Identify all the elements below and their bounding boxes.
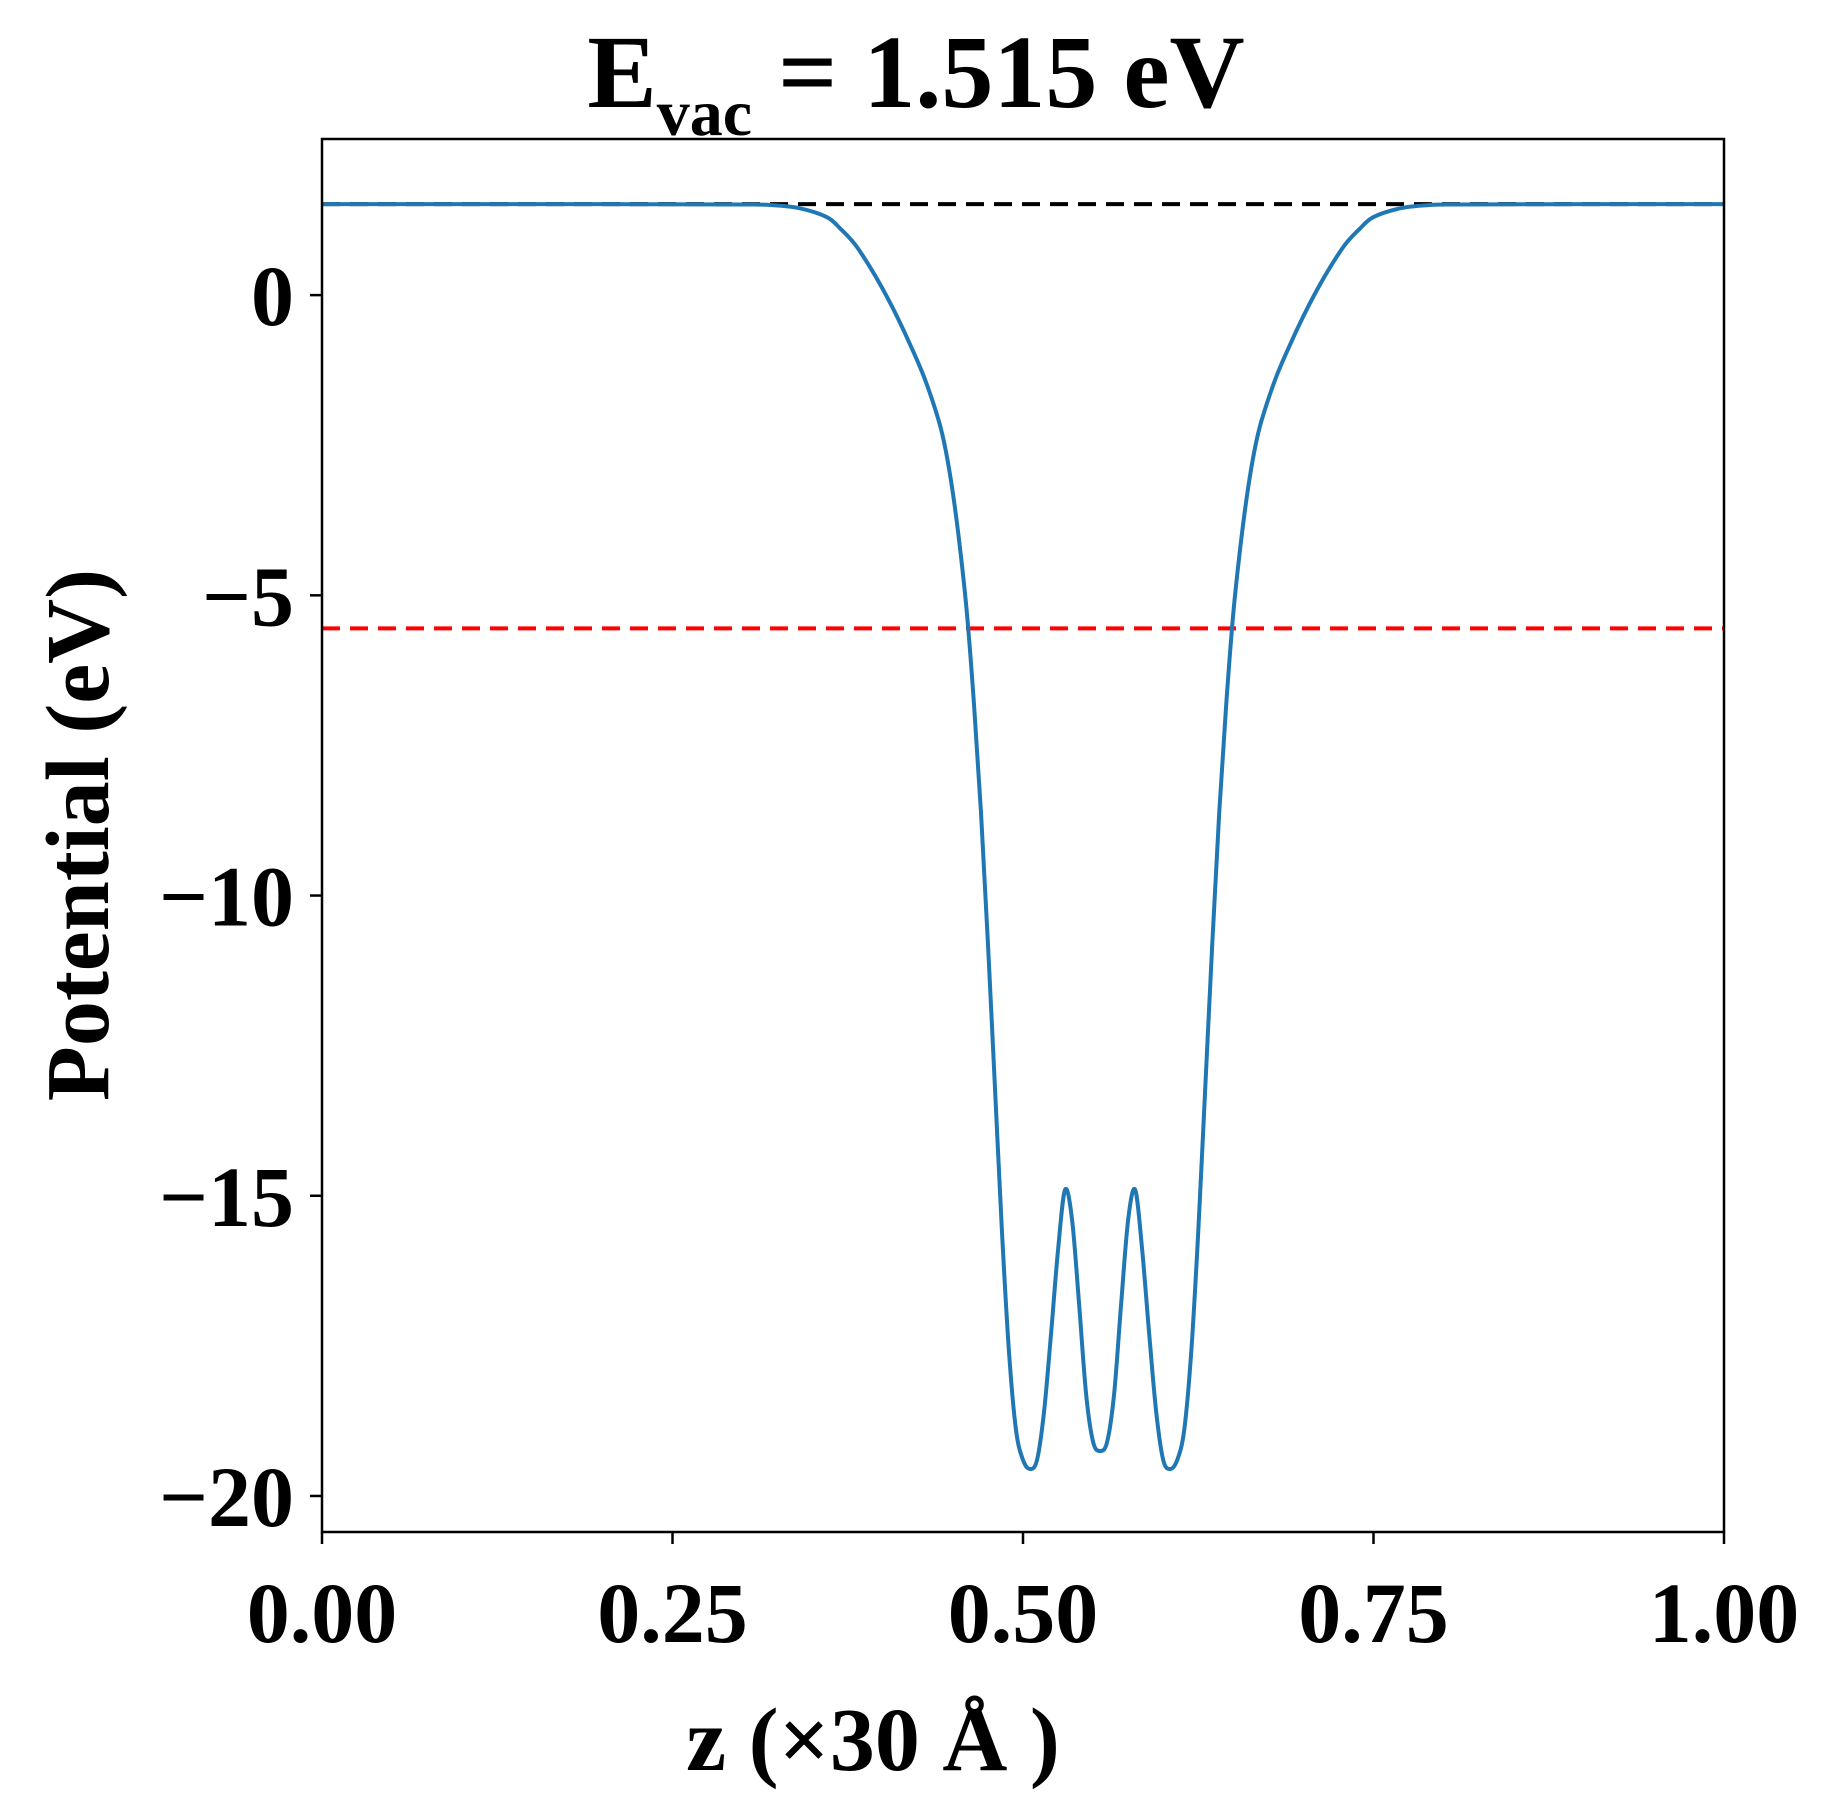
y-axis-label: Potential (eV)	[29, 569, 128, 1101]
x-tick-label: 1.00	[1649, 1565, 1800, 1661]
plot-frame	[320, 137, 1726, 1534]
chart-title: Evac = 1.515 eV	[587, 15, 1244, 150]
x-axis-label: z (×30 Å )	[686, 1691, 1060, 1790]
y-axis: 0 −5 −10 −15 −20	[159, 248, 322, 1545]
reference-lines	[322, 202, 1724, 631]
y-tick-label: −20	[159, 1449, 294, 1545]
y-tick-label: 0	[251, 248, 294, 344]
x-tick-label: 0.75	[1298, 1565, 1449, 1661]
x-tick-label: 0.50	[948, 1565, 1099, 1661]
plot-area	[320, 137, 1726, 1534]
x-tick-label: 0.00	[247, 1565, 398, 1661]
y-tick-label: −5	[202, 548, 294, 644]
y-tick-label: −10	[159, 849, 294, 945]
x-tick-label: 0.25	[597, 1565, 748, 1661]
y-tick-label: −15	[159, 1149, 294, 1245]
potential-curve	[322, 202, 1725, 1471]
x-axis: 0.00 0.25 0.50 0.75 1.00	[247, 1532, 1800, 1661]
